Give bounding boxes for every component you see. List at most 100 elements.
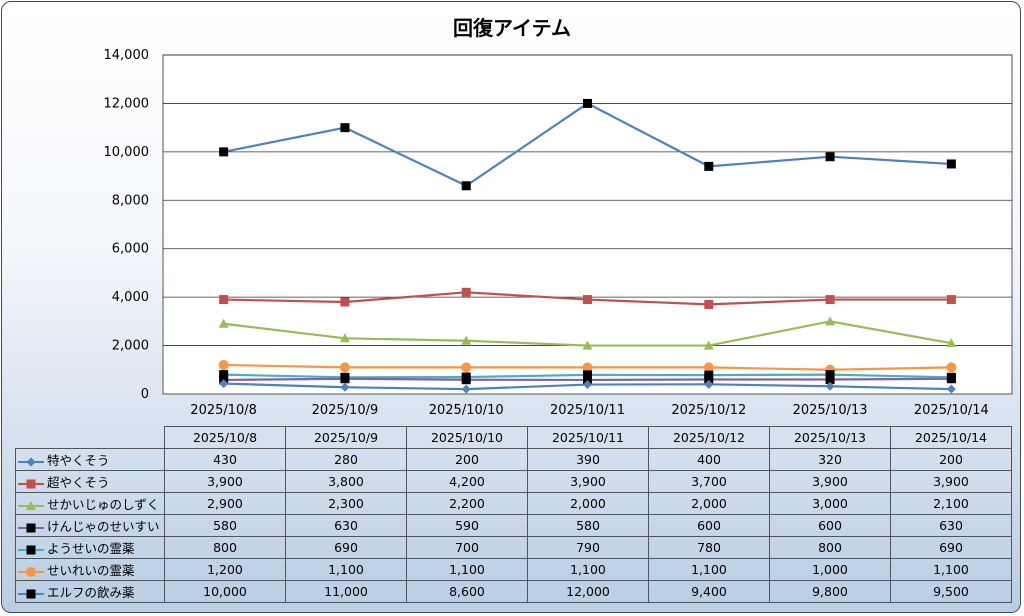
table-cell: 200 — [890, 448, 1012, 471]
data-point — [825, 381, 835, 391]
data-point — [461, 375, 471, 385]
data-point — [461, 362, 472, 373]
y-tick-label: 10,000 — [104, 145, 150, 160]
data-point — [825, 295, 835, 305]
legend-key-icon — [18, 457, 44, 467]
table-cell: 2,300 — [285, 492, 407, 515]
data-point — [583, 295, 592, 305]
legend-label: せいれいの霊薬 — [47, 563, 135, 578]
table-cell: 9,800 — [769, 580, 891, 603]
data-point — [218, 318, 229, 328]
legend-entry: 超やくそう — [15, 470, 165, 493]
table-cell: 10,000 — [164, 580, 286, 603]
legend-label: けんじゃのせいすい — [47, 519, 160, 534]
table-cell: 3,800 — [285, 470, 407, 493]
data-point — [946, 338, 957, 348]
legend-key-icon — [18, 545, 44, 555]
legend-key-marker — [26, 479, 36, 488]
data-point — [339, 333, 350, 343]
data-point — [340, 297, 350, 307]
data-point — [946, 374, 956, 384]
table-row: せかいじゅのしずく 2,900 2,300 2,200 2,000 2,000 3,000 2… — [15, 492, 1012, 515]
legend-key-marker — [26, 500, 36, 510]
legend-label: せかいじゅのしずく — [47, 497, 160, 512]
x-tick-label: 2025/10/10 — [429, 403, 504, 418]
y-tick-label: 8,000 — [112, 193, 149, 208]
table-cell: 1,100 — [406, 558, 528, 581]
legend-key-marker — [26, 523, 36, 532]
table-cell: 780 — [648, 536, 770, 559]
plot-background — [162, 54, 1013, 395]
data-point — [219, 147, 229, 157]
table-cell: 430 — [164, 448, 286, 471]
legend-label: ようせいの霊薬 — [47, 541, 135, 556]
plot-area: 0 2,000 4,000 6,000 8,000 10,000 12,000 14,000 2… — [104, 48, 1013, 418]
x-tick-label: 2025/10/12 — [671, 403, 746, 418]
x-tick-label: 2025/10/14 — [914, 403, 989, 418]
x-tick-label: 2025/10/11 — [550, 403, 625, 418]
y-tick-label: 6,000 — [112, 242, 149, 257]
data-point — [339, 362, 350, 373]
y-tick-label: 14,000 — [104, 48, 150, 63]
table-cell: 400 — [648, 448, 770, 471]
table-cell: 4,200 — [406, 470, 528, 493]
table-cell: 3,900 — [164, 470, 286, 493]
table-cell: 280 — [285, 448, 407, 471]
data-point — [583, 370, 592, 380]
table-header-cell: 2025/10/13 — [769, 426, 891, 449]
data-point — [825, 152, 835, 162]
table-cell: 600 — [648, 514, 770, 537]
table-cell: 2,000 — [648, 492, 770, 515]
x-tick-label: 2025/10/13 — [793, 403, 868, 418]
legend-key-marker — [26, 545, 36, 554]
data-point — [703, 340, 714, 350]
data-point — [825, 374, 835, 384]
table-row: せいれいの霊薬 1,200 1,100 1,100 1,100 1,100 1,000 1,1… — [15, 558, 1012, 581]
table-cell: 320 — [769, 448, 891, 471]
table-header-cell: 2025/10/10 — [406, 426, 528, 449]
data-point — [825, 370, 835, 380]
table-cell: 11,000 — [285, 580, 407, 603]
table-cell: 800 — [769, 536, 891, 559]
data-point — [704, 379, 714, 389]
table-header-cell: 2025/10/9 — [285, 426, 407, 449]
table-header-cell: 2025/10/8 — [164, 426, 286, 449]
table-row: けんじゃのせいすい 580 630 590 580 600 600 630 — [15, 514, 1012, 537]
table-cell: 3,000 — [769, 492, 891, 515]
table-cell: 1,100 — [890, 558, 1012, 581]
data-point — [703, 362, 714, 373]
data-point — [219, 379, 229, 389]
data-point — [704, 299, 714, 309]
table-header-cell: 2025/10/12 — [648, 426, 770, 449]
table-row: エルフの飲み薬 10,000 11,000 8,600 12,000 9,400 9,800… — [15, 580, 1012, 603]
legend-entry: せかいじゅのしずく — [15, 492, 165, 515]
y-tick-label: 4,000 — [112, 290, 149, 305]
legend-key-icon — [18, 500, 44, 511]
data-point — [583, 375, 592, 385]
data-point — [340, 374, 350, 384]
table-cell: 3,900 — [527, 470, 649, 493]
table-cell: 1,100 — [527, 558, 649, 581]
data-point — [218, 359, 229, 370]
table-cell: 9,400 — [648, 580, 770, 603]
data-point — [946, 384, 956, 394]
data-table: 2025/10/8 2025/10/9 2025/10/10 2025/10/11 20… — [15, 426, 1012, 603]
legend-entry: ようせいの霊薬 — [15, 536, 165, 559]
data-point — [340, 123, 350, 133]
data-point — [461, 335, 472, 345]
data-point — [461, 384, 471, 394]
y-tick-label: 12,000 — [104, 96, 150, 111]
legend-key-marker — [26, 589, 36, 598]
table-cell: 590 — [406, 514, 528, 537]
data-point — [340, 382, 350, 392]
data-point — [946, 295, 956, 305]
table-cell: 3,700 — [648, 470, 770, 493]
table-cell: 600 — [769, 514, 891, 537]
legend-label: 特やくそう — [47, 453, 110, 468]
legend-entry: せいれいの霊薬 — [15, 558, 165, 581]
legend-key-marker — [26, 566, 36, 577]
table-cell: 630 — [890, 514, 1012, 537]
data-point — [704, 161, 714, 171]
table-cell: 690 — [285, 536, 407, 559]
table-cell: 1,000 — [769, 558, 891, 581]
